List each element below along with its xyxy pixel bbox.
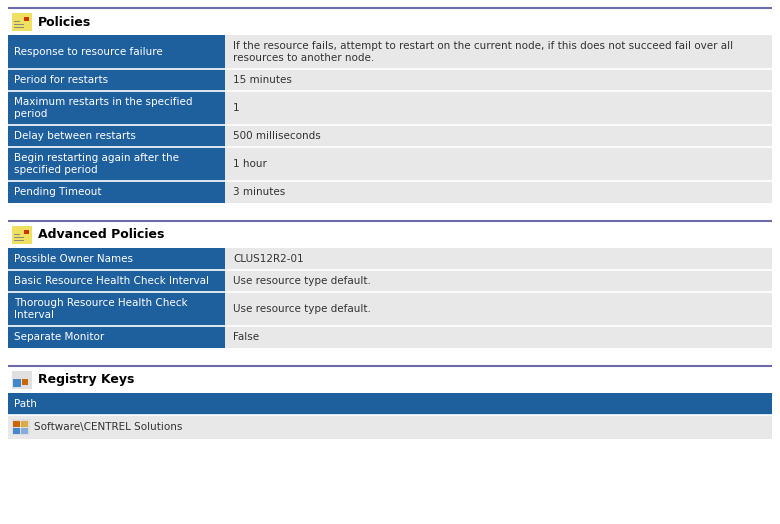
Text: Registry Keys: Registry Keys — [38, 374, 134, 387]
Bar — [8, 222, 772, 248]
Bar — [12, 13, 32, 31]
Text: Maximum restarts in the specified
period: Maximum restarts in the specified period — [14, 97, 193, 119]
Bar — [13, 428, 20, 434]
Text: Begin restarting again after the
specified period: Begin restarting again after the specifi… — [14, 153, 179, 175]
Text: Thorough Resource Health Check
Interval: Thorough Resource Health Check Interval — [14, 298, 188, 320]
Text: 15 minutes: 15 minutes — [233, 75, 292, 85]
Bar — [8, 270, 225, 292]
Text: 1: 1 — [233, 103, 239, 113]
Bar — [8, 292, 225, 326]
Text: 3 minutes: 3 minutes — [233, 187, 285, 197]
Bar — [8, 9, 772, 35]
Bar — [225, 125, 772, 147]
Bar — [225, 270, 772, 292]
Text: Basic Resource Health Check Interval: Basic Resource Health Check Interval — [14, 276, 209, 286]
Bar — [8, 69, 225, 91]
Text: Use resource type default.: Use resource type default. — [233, 304, 370, 314]
Text: Use resource type default.: Use resource type default. — [233, 276, 370, 286]
Bar — [21, 421, 28, 427]
Bar — [8, 35, 225, 69]
Bar — [14, 20, 20, 22]
Text: Period for restarts: Period for restarts — [14, 75, 108, 85]
Bar — [24, 230, 29, 234]
Text: Response to resource failure: Response to resource failure — [14, 47, 163, 57]
Bar — [225, 147, 772, 181]
Bar — [14, 234, 20, 235]
Bar — [225, 91, 772, 125]
Bar — [225, 69, 772, 91]
Bar — [8, 326, 225, 348]
Text: Advanced Policies: Advanced Policies — [38, 228, 165, 242]
Text: If the resource fails, attempt to restart on the current node, if this does not : If the resource fails, attempt to restar… — [233, 41, 733, 63]
Bar — [225, 292, 772, 326]
Bar — [13, 379, 21, 387]
Text: 500 milliseconds: 500 milliseconds — [233, 131, 321, 141]
Text: Software\CENTREL Solutions: Software\CENTREL Solutions — [34, 422, 183, 432]
Text: Path: Path — [14, 399, 37, 409]
Bar — [225, 35, 772, 69]
Bar — [8, 367, 772, 393]
Bar — [22, 379, 28, 385]
Text: Possible Owner Names: Possible Owner Names — [14, 254, 133, 264]
Text: CLUS12R2-01: CLUS12R2-01 — [233, 254, 303, 264]
Text: Separate Monitor: Separate Monitor — [14, 332, 105, 342]
Bar — [12, 419, 30, 435]
Bar — [14, 24, 24, 25]
Bar — [14, 236, 24, 238]
Bar — [8, 415, 772, 439]
Bar — [12, 226, 32, 244]
Text: False: False — [233, 332, 259, 342]
Text: Policies: Policies — [38, 16, 91, 28]
Bar — [8, 248, 225, 270]
Bar — [14, 239, 24, 241]
Text: Delay between restarts: Delay between restarts — [14, 131, 136, 141]
Bar — [8, 181, 225, 203]
Text: 1 hour: 1 hour — [233, 159, 267, 169]
Bar — [24, 17, 29, 21]
Bar — [21, 428, 28, 434]
Bar — [225, 326, 772, 348]
Bar — [8, 91, 225, 125]
Bar — [8, 125, 225, 147]
Bar — [13, 421, 20, 427]
Bar — [14, 27, 24, 28]
Bar — [225, 248, 772, 270]
Bar — [8, 393, 772, 415]
Bar — [8, 147, 225, 181]
Bar — [225, 181, 772, 203]
Bar — [12, 371, 32, 389]
Text: Pending Timeout: Pending Timeout — [14, 187, 101, 197]
